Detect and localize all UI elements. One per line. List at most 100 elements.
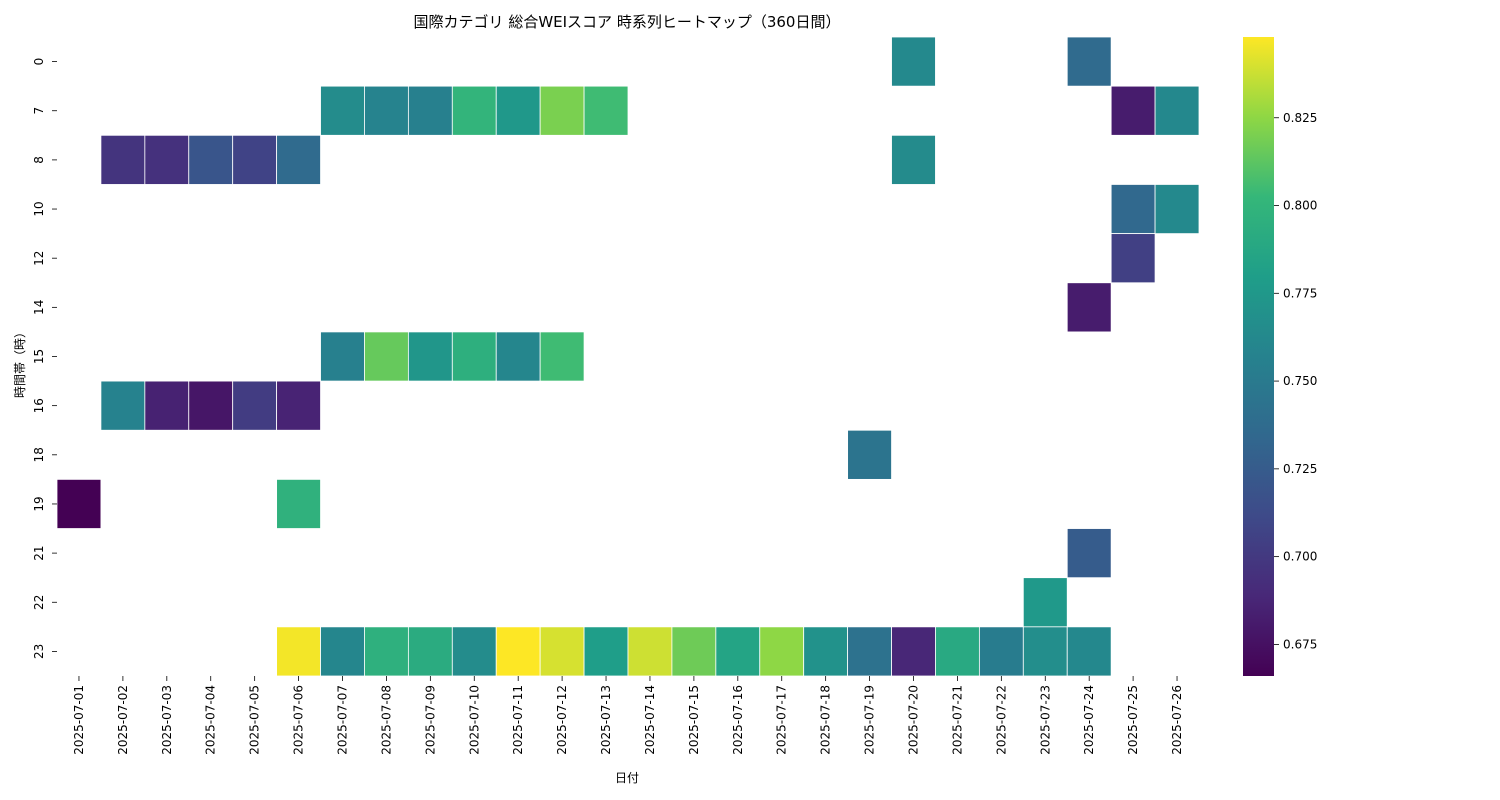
heatmap-cell [1154, 184, 1200, 235]
heatmap-cell [847, 429, 892, 480]
heatmap-cell [1066, 626, 1112, 677]
colorbar-tick-label: 0.675 [1283, 637, 1317, 651]
x-tick-label: 2025-07-26 [1170, 685, 1184, 755]
colorbar-tick-label: 0.775 [1283, 286, 1317, 300]
heatmap-cell [583, 626, 629, 677]
heatmap-cell [407, 85, 453, 136]
x-tick-label: 2025-07-20 [907, 685, 921, 755]
y-tick-label: 15 [32, 349, 46, 364]
heatmap-cell [407, 331, 453, 382]
heatmap-cell [495, 85, 541, 136]
x-tick-label: 2025-07-13 [599, 685, 613, 755]
x-tick-label: 2025-07-11 [511, 685, 525, 755]
heatmap-cell [144, 380, 190, 431]
heatmap-cell [1110, 233, 1156, 284]
y-tick-label: 0 [32, 58, 46, 66]
x-tick-label: 2025-07-25 [1126, 685, 1140, 755]
heatmap-cell [1066, 528, 1112, 579]
x-tick-label: 2025-07-21 [950, 685, 964, 755]
y-tick-label: 8 [32, 156, 46, 164]
heatmap-cell [364, 331, 409, 382]
y-axis-label: 時間帯（時） [13, 326, 27, 398]
heatmap-cell [495, 331, 541, 382]
x-tick-label: 2025-07-14 [643, 685, 657, 755]
heatmap-cell [627, 626, 673, 677]
colorbar-gradient [1243, 37, 1274, 676]
x-tick-label: 2025-07-19 [863, 685, 877, 755]
colorbar-ticks: 0.675 0.700 0.725 0.750 0.775 0.800 0.825 [1274, 111, 1317, 651]
heatmap-cells [56, 36, 1200, 677]
heatmap-cell [276, 626, 321, 677]
heatmap-cell [715, 626, 761, 677]
heatmap-cell [407, 626, 453, 677]
heatmap-cell [891, 36, 936, 87]
heatmap-cell [451, 85, 497, 136]
x-tick-label: 2025-07-18 [819, 685, 833, 755]
x-tick-label: 2025-07-01 [72, 685, 86, 755]
y-tick-label: 16 [32, 398, 46, 413]
y-tick-label: 7 [32, 107, 46, 115]
heatmap-cell [1022, 577, 1068, 628]
heatmap-cell [1066, 282, 1112, 333]
y-tick-label: 23 [32, 644, 46, 659]
heatmap-cell [188, 134, 234, 185]
heatmap-cell [1022, 626, 1068, 677]
x-tick-label: 2025-07-08 [379, 685, 393, 755]
heatmap-cell [539, 331, 585, 382]
colorbar: 0.675 0.700 0.725 0.750 0.775 0.800 0.825 [1243, 37, 1317, 676]
heatmap-cell [276, 380, 321, 431]
heatmap-cell [495, 626, 541, 677]
heatmap-cell [1110, 85, 1156, 136]
colorbar-tick-label: 0.800 [1283, 199, 1317, 213]
heatmap-cell [891, 626, 936, 677]
y-tick-label: 10 [32, 201, 46, 216]
heatmap-cell [276, 134, 321, 185]
heatmap-cell [320, 626, 365, 677]
heatmap-cell [1154, 85, 1200, 136]
x-tick-label: 2025-07-06 [292, 685, 306, 755]
colorbar-tick-label: 0.700 [1283, 550, 1317, 564]
x-tick-label: 2025-07-03 [160, 685, 174, 755]
heatmap-cell [320, 331, 365, 382]
heatmap-cell [1110, 184, 1156, 235]
x-tick-label: 2025-07-05 [248, 685, 262, 755]
y-tick-label: 12 [32, 251, 46, 266]
colorbar-tick-label: 0.750 [1283, 374, 1317, 388]
heatmap-cell [451, 331, 497, 382]
heatmap-cell [978, 626, 1024, 677]
heatmap-cell [451, 626, 497, 677]
heatmap-cell [847, 626, 892, 677]
heatmap-cell [671, 626, 717, 677]
heatmap-cell [320, 85, 365, 136]
heatmap-cell [759, 626, 805, 677]
heatmap-cell [583, 85, 629, 136]
x-tick-label: 2025-07-07 [336, 685, 350, 755]
x-tick-label: 2025-07-24 [1082, 685, 1096, 755]
colorbar-tick-label: 0.825 [1283, 111, 1317, 125]
heatmap-cell [188, 380, 234, 431]
heatmap-cell [232, 380, 278, 431]
x-tick-label: 2025-07-09 [423, 685, 437, 755]
heatmap-cell [935, 626, 980, 677]
heatmap-cell [100, 380, 146, 431]
colorbar-tick-label: 0.725 [1283, 462, 1317, 476]
y-tick-label: 19 [32, 496, 46, 511]
x-tick-label: 2025-07-04 [204, 685, 218, 755]
x-axis-label: 日付 [615, 771, 639, 785]
heatmap-cell [364, 626, 409, 677]
heatmap-cell [1066, 36, 1112, 87]
heatmap-cell [56, 478, 102, 529]
heatmap-cell [232, 134, 278, 185]
x-axis-ticks: 2025-07-01 2025-07-02 2025-07-03 2025-07-04… [72, 676, 1184, 755]
x-tick-label: 2025-07-02 [116, 685, 130, 755]
x-tick-label: 2025-07-12 [555, 685, 569, 755]
chart-title: 国際カテゴリ 総合WEIスコア 時系列ヒートマップ（360日間） [414, 13, 841, 31]
y-tick-label: 22 [32, 595, 46, 610]
x-tick-label: 2025-07-15 [687, 685, 701, 755]
x-tick-label: 2025-07-17 [775, 685, 789, 755]
heatmap-cell [100, 134, 146, 185]
y-tick-label: 18 [32, 447, 46, 462]
heatmap-cell [891, 134, 936, 185]
x-tick-label: 2025-07-23 [1038, 685, 1052, 755]
